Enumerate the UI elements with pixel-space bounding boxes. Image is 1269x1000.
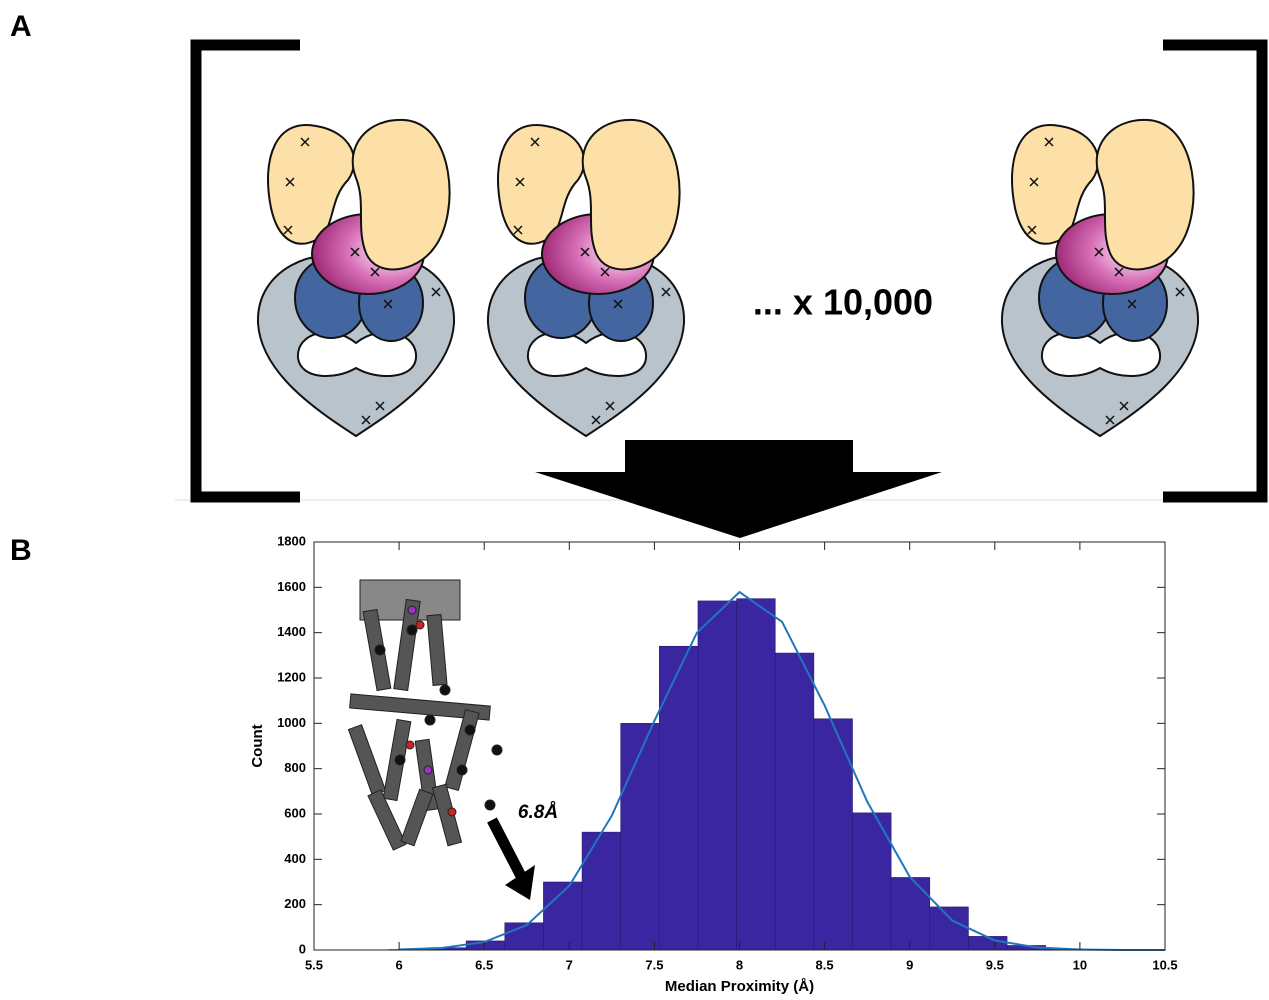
bracket-left [190,39,300,503]
protein-cartoon [256,118,456,438]
bar [581,831,622,951]
bar [736,598,776,951]
x-tick-label: 5.5 [305,957,323,972]
y-tick-label: 1600 [277,579,306,594]
bar [620,723,660,951]
y-tick-label: 800 [284,760,306,775]
x-tick-label: 9.5 [986,957,1004,972]
y-tick-label: 600 [284,805,306,820]
bracket-right [1163,39,1268,503]
bar [774,652,815,951]
x-tick-label: 6.5 [475,957,493,972]
x-tick-label: 8.5 [816,957,834,972]
x-tick-label: 6 [395,957,402,972]
x-tick-label: 9 [906,957,913,972]
bar [929,906,969,951]
bar [890,877,931,951]
annotation-arrow [487,817,527,881]
y-tick-label: 1200 [277,669,306,684]
structure-inset [347,579,503,851]
bar [697,600,737,951]
x-tick-label: 8 [736,957,743,972]
bar [659,645,699,951]
x-tick-label: 7 [566,957,573,972]
protein-cartoon [486,118,686,438]
y-tick-label: 1800 [277,533,306,548]
y-axis-label: Count [249,724,266,767]
y-tick-label: 0 [299,941,306,956]
annotation: 6.8Å [518,802,558,823]
panel-label: B [10,534,32,567]
x-tick-label: 10 [1073,957,1087,972]
repeat-caption: ... x 10,000 [753,282,933,323]
bar [543,881,583,951]
bar [813,718,853,951]
x-axis-label: Median Proximity (Å) [665,978,814,995]
x-tick-label: 10.5 [1152,957,1177,972]
y-tick-label: 1400 [277,624,306,639]
bar [852,812,892,951]
fit-curve [399,590,1165,951]
y-tick-label: 400 [284,851,306,866]
x-tick-label: 7.5 [645,957,663,972]
y-tick-label: 200 [284,896,306,911]
annotation-arrowhead [505,865,535,900]
protein-cartoon [1000,118,1200,438]
bar [968,936,1008,951]
y-tick-label: 1000 [277,715,306,730]
big-arrow [535,440,942,538]
panel-label: A [10,10,32,43]
